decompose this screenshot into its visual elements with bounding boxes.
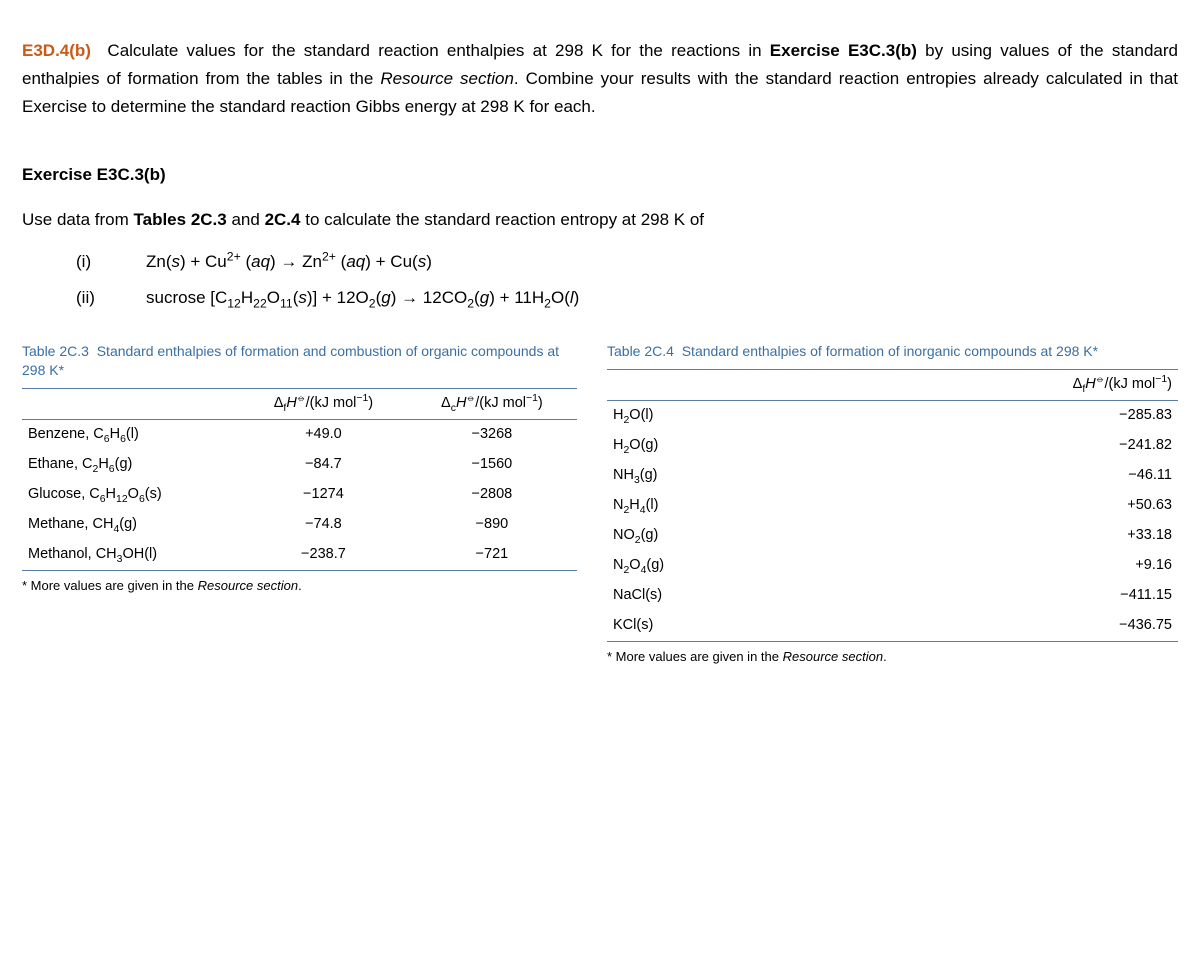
equation-row: (ii) sucrose [C12H22O11(s)] + 12O2(g) → … (76, 284, 1178, 312)
table-cell: H2O(l) (607, 401, 814, 431)
table-row: Methane, CH4(g)−74.8−890 (22, 510, 577, 540)
table-2c4-body: H2O(l)−285.83H2O(g)−241.82NH3(g)−46.11N2… (607, 401, 1178, 641)
table-cell: Benzene, C6H6(l) (22, 420, 240, 450)
table-row: Benzene, C6H6(l)+49.0−3268 (22, 420, 577, 450)
table-cell: −1560 (407, 450, 577, 480)
table-row: Glucose, C6H12O6(s)−1274−2808 (22, 480, 577, 510)
table-cell: NH3(g) (607, 461, 814, 491)
prompt-ref-bold: Exercise E3C.3(b) (770, 41, 917, 60)
table-header-cell (22, 389, 240, 420)
table-cell: −721 (407, 540, 577, 570)
equation-list: (i) Zn(s) + Cu2+ (aq) → Zn2+ (aq) + Cu(s… (22, 248, 1178, 312)
prompt-resource-italic: Resource section (380, 69, 514, 88)
table-header-cell: ΔfH⦵/(kJ mol−1) (814, 370, 1178, 401)
table-row: NO2(g)+33.18 (607, 521, 1178, 551)
prompt-part-a: Calculate values for the standard reacti… (107, 41, 769, 60)
equation-row: (i) Zn(s) + Cu2+ (aq) → Zn2+ (aq) + Cu(s… (76, 248, 1178, 276)
table-cell: −436.75 (814, 611, 1178, 641)
table-row: NaCl(s)−411.15 (607, 581, 1178, 611)
table-row: Methanol, CH3OH(l)−238.7−721 (22, 540, 577, 570)
table-cell: −84.7 (240, 450, 407, 480)
table-cell: +50.63 (814, 491, 1178, 521)
intro-a: Use data from (22, 210, 134, 229)
exercise-label: E3D.4(b) (22, 41, 91, 60)
table-2c3-footnote: * More values are given in the Resource … (22, 575, 577, 596)
table-cell: −3268 (407, 420, 577, 450)
table-cell: Methanol, CH3OH(l) (22, 540, 240, 570)
equation-number: (ii) (76, 284, 106, 312)
table-2c3-block: Table 2C.3 Standard enthalpies of format… (22, 342, 577, 596)
table-2c3-header-row: ΔfH⦵/(kJ mol−1)ΔcH⦵/(kJ mol−1) (22, 389, 577, 420)
table-row: N2O4(g)+9.16 (607, 551, 1178, 581)
equation-body: Zn(s) + Cu2+ (aq) → Zn2+ (aq) + Cu(s) (146, 248, 432, 276)
table-cell: −2808 (407, 480, 577, 510)
table-cell: +49.0 (240, 420, 407, 450)
table-row: KCl(s)−436.75 (607, 611, 1178, 641)
table-2c3-title: Table 2C.3 Standard enthalpies of format… (22, 342, 577, 380)
table-cell: Methane, CH4(g) (22, 510, 240, 540)
sub-exercise-heading: Exercise E3C.3(b) (22, 161, 1178, 189)
intro-b: Tables 2C.3 (134, 210, 227, 229)
table-2c4: ΔfH⦵/(kJ mol−1) H2O(l)−285.83H2O(g)−241.… (607, 369, 1178, 641)
table-cell: −238.7 (240, 540, 407, 570)
table-2c4-title: Table 2C.4 Standard enthalpies of format… (607, 342, 1178, 361)
table-cell: Ethane, C2H6(g) (22, 450, 240, 480)
table-2c3: ΔfH⦵/(kJ mol−1)ΔcH⦵/(kJ mol−1) Benzene, … (22, 388, 577, 571)
sub-exercise-intro: Use data from Tables 2C.3 and 2C.4 to ca… (22, 206, 1178, 234)
table-cell: Glucose, C6H12O6(s) (22, 480, 240, 510)
table-header-cell: ΔfH⦵/(kJ mol−1) (240, 389, 407, 420)
equation-number: (i) (76, 248, 106, 276)
table-cell: H2O(g) (607, 431, 814, 461)
table-cell: −241.82 (814, 431, 1178, 461)
table-cell: KCl(s) (607, 611, 814, 641)
intro-d: 2C.4 (265, 210, 301, 229)
table-header-cell: ΔcH⦵/(kJ mol−1) (407, 389, 577, 420)
table-cell: N2O4(g) (607, 551, 814, 581)
table-cell: N2H4(l) (607, 491, 814, 521)
intro-c: and (231, 210, 264, 229)
table-cell: −285.83 (814, 401, 1178, 431)
table-header-cell (607, 370, 814, 401)
table-cell: −46.11 (814, 461, 1178, 491)
exercise-prompt: E3D.4(b) Calculate values for the standa… (22, 37, 1178, 121)
table-cell: −411.15 (814, 581, 1178, 611)
intro-e: to calculate the standard reaction entro… (305, 210, 704, 229)
table-cell: NaCl(s) (607, 581, 814, 611)
table-cell: −74.8 (240, 510, 407, 540)
table-cell: NO2(g) (607, 521, 814, 551)
equation-body: sucrose [C12H22O11(s)] + 12O2(g) → 12CO2… (146, 284, 579, 312)
table-2c4-block: Table 2C.4 Standard enthalpies of format… (607, 342, 1178, 667)
table-cell: −1274 (240, 480, 407, 510)
table-2c4-header-row: ΔfH⦵/(kJ mol−1) (607, 370, 1178, 401)
tables-container: Table 2C.3 Standard enthalpies of format… (22, 342, 1178, 667)
table-2c3-body: Benzene, C6H6(l)+49.0−3268Ethane, C2H6(g… (22, 420, 577, 571)
table-row: N2H4(l)+50.63 (607, 491, 1178, 521)
table-row: Ethane, C2H6(g)−84.7−1560 (22, 450, 577, 480)
table-row: NH3(g)−46.11 (607, 461, 1178, 491)
table-cell: +33.18 (814, 521, 1178, 551)
table-2c4-footnote: * More values are given in the Resource … (607, 646, 1178, 667)
table-row: H2O(g)−241.82 (607, 431, 1178, 461)
table-cell: +9.16 (814, 551, 1178, 581)
table-row: H2O(l)−285.83 (607, 401, 1178, 431)
table-cell: −890 (407, 510, 577, 540)
